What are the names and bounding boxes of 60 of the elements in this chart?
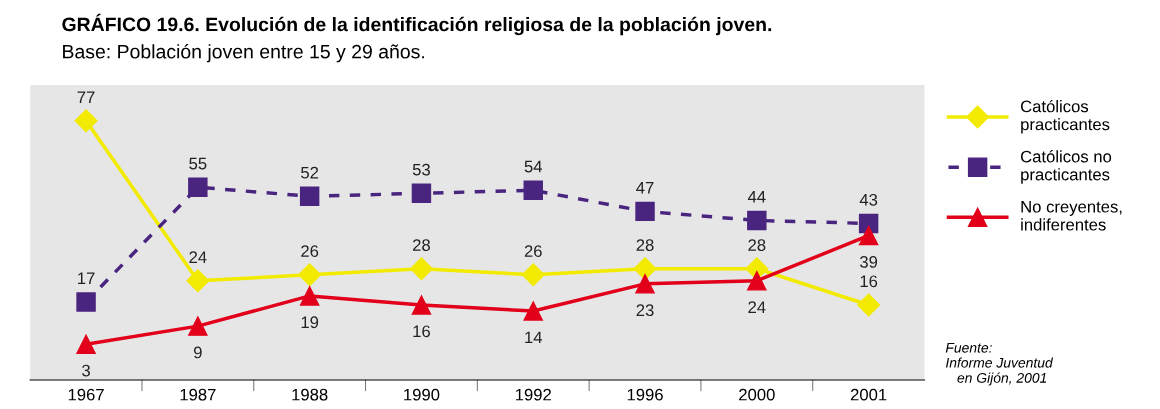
data-label: 28	[636, 239, 654, 251]
x-tick-label: 2001	[850, 388, 887, 401]
point	[633, 257, 657, 281]
x-tick-label: 1988	[292, 388, 328, 401]
point	[409, 257, 433, 281]
x-tick-label: 1996	[627, 388, 663, 401]
legend-label: No creyentes, indiferentes	[1021, 200, 1122, 231]
point	[74, 109, 98, 133]
data-label: 47	[636, 182, 654, 194]
x-tick-label: 1992	[515, 388, 551, 401]
point	[298, 263, 322, 287]
point	[635, 201, 655, 222]
chart-title: GRÁFICO 19.6. Evolución de la identificación religiosa de la población joven.	[62, 13, 772, 36]
point	[523, 301, 543, 321]
point	[411, 183, 432, 203]
legend-label: Católicos practicantes	[1020, 99, 1110, 134]
source-note: Fuente: Informe Juventud en Gijón, 2001	[945, 342, 1054, 386]
point	[188, 177, 208, 197]
data-label: 77	[77, 91, 95, 103]
x-tick-label: 1987	[180, 388, 216, 401]
data-label: 28	[413, 239, 430, 251]
data-label: 26	[524, 245, 542, 258]
data-label: 53	[412, 163, 430, 176]
data-label: 23	[636, 304, 654, 317]
data-label: 28	[748, 239, 766, 251]
x-tick-label: 1967	[68, 388, 104, 401]
data-label: 54	[524, 160, 543, 173]
data-label: 24	[748, 301, 766, 313]
data-label: 16	[860, 275, 878, 288]
chart-subtitle: Base: Población joven entre 15 y 29 años.	[63, 43, 424, 63]
data-label: 3	[82, 364, 90, 377]
data-label: 55	[189, 157, 207, 170]
point	[521, 263, 545, 287]
point	[747, 210, 767, 231]
point	[299, 286, 320, 306]
data-label: 39	[859, 255, 878, 268]
data-label: 44	[747, 191, 766, 203]
point	[858, 225, 879, 246]
point	[857, 293, 881, 317]
data-label: 26	[301, 245, 319, 258]
point	[299, 186, 320, 207]
data-label: 24	[189, 251, 207, 263]
data-label: 43	[859, 193, 878, 206]
point	[76, 292, 96, 312]
data-label: 17	[78, 272, 95, 285]
point	[635, 274, 655, 294]
data-label: 19	[301, 316, 319, 329]
point	[411, 295, 432, 315]
data-label: 16	[413, 325, 430, 338]
point	[747, 271, 767, 291]
data-label: 52	[301, 166, 319, 179]
point	[186, 269, 210, 293]
x-tick-label: 2000	[739, 388, 775, 401]
point	[523, 180, 543, 200]
data-label: 14	[525, 331, 543, 344]
point	[188, 316, 208, 336]
data-label: 9	[194, 346, 202, 359]
x-tick-label: 1990	[404, 388, 440, 401]
point	[76, 334, 96, 354]
legend-label: Católicos no practicantes	[1020, 150, 1112, 184]
